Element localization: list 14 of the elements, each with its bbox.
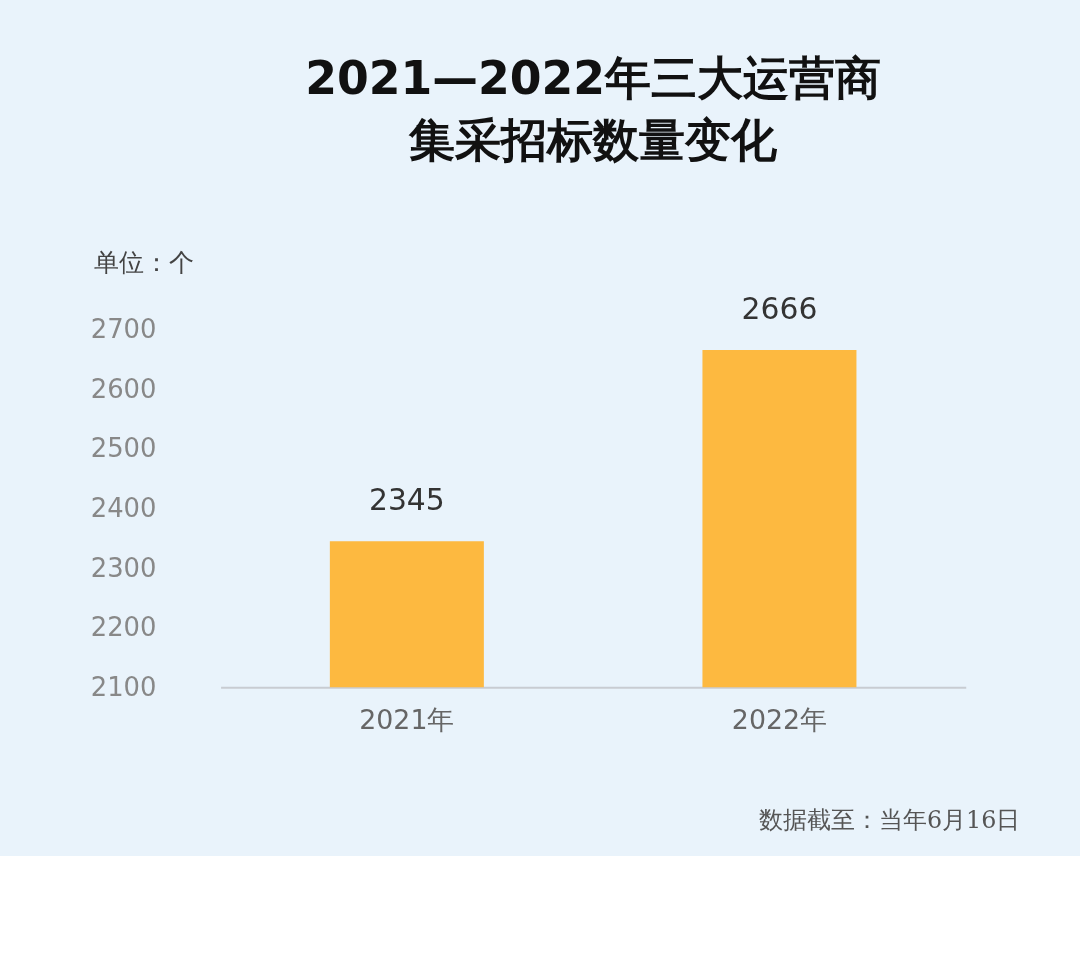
y-axis-title: 单位：个	[93, 247, 194, 277]
y-tick-label: 2500	[90, 433, 157, 464]
x-tick-label: 2022年	[731, 703, 828, 735]
y-tick-label: 2600	[90, 373, 157, 404]
y-tick-label: 2700	[90, 314, 157, 345]
x-tick-label: 2021年	[359, 703, 455, 735]
data-label: 2345	[368, 482, 445, 518]
chart-title: 2021—2022年三大运营商集采招标数量变化	[305, 52, 882, 167]
y-tick-label: 2400	[90, 492, 157, 523]
y-tick-label: 2100	[90, 671, 157, 702]
y-tick-label: 2300	[90, 552, 157, 583]
data-label: 2666	[741, 291, 818, 327]
text: 数据截至：当年6月16日	[758, 806, 1021, 835]
y-tick-label: 2200	[90, 612, 157, 643]
